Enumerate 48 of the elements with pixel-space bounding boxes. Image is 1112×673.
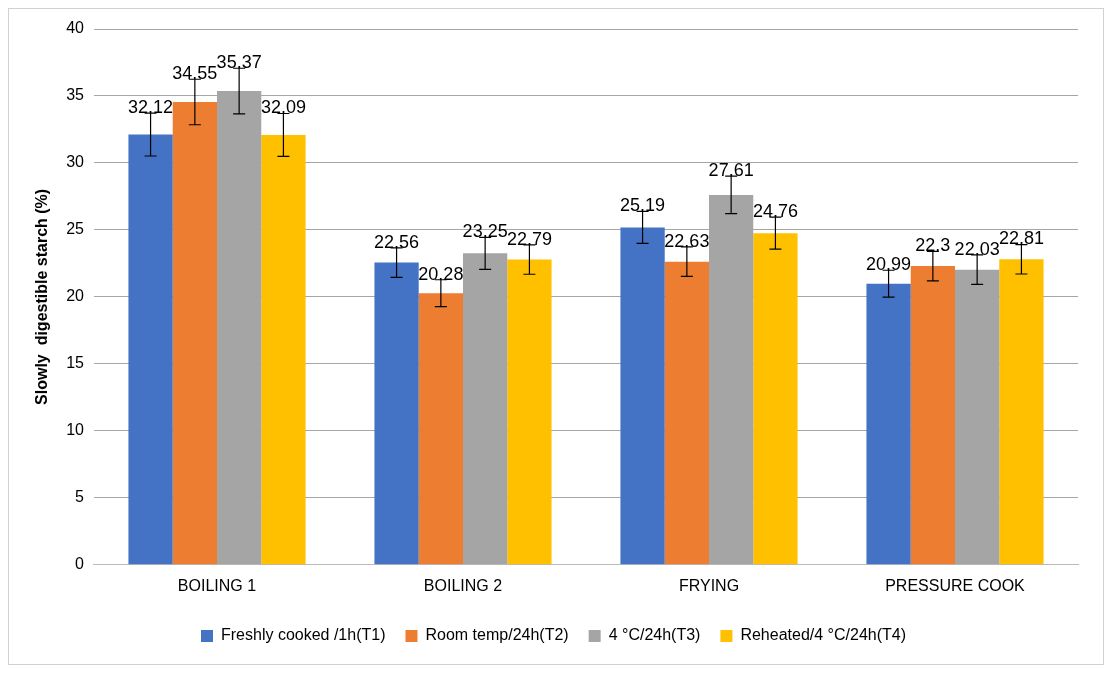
data-label: 22.3 — [915, 235, 951, 256]
y-tick-label: 25 — [66, 220, 85, 238]
legend-label: Freshly cooked /1h(T1) — [220, 626, 386, 644]
data-label: 32.12 — [128, 97, 174, 118]
y-tick-label: 0 — [75, 555, 85, 573]
data-label: 20.99 — [866, 254, 912, 275]
y-tick-label: 5 — [75, 488, 85, 506]
bar — [620, 227, 665, 565]
data-label: 22.81 — [998, 228, 1044, 249]
x-tick-label: PRESSURE COOK — [885, 576, 1026, 594]
legend-label: 4 °C/24h(T3) — [608, 626, 701, 644]
y-tick-label: 40 — [66, 19, 85, 37]
y-tick-label: 20 — [66, 287, 85, 305]
bar — [463, 253, 508, 565]
bar — [955, 269, 1000, 565]
bar — [418, 293, 463, 565]
bar — [999, 259, 1044, 565]
data-label: 27.61 — [708, 160, 754, 181]
data-label: 34.55 — [172, 63, 218, 84]
data-label: 20.28 — [418, 263, 464, 284]
bar — [910, 266, 955, 565]
data-label: 22.79 — [506, 228, 552, 249]
bar — [507, 259, 552, 565]
bar — [172, 102, 217, 565]
data-label: 22.63 — [664, 230, 710, 251]
data-label: 35.37 — [216, 52, 262, 73]
legend-label: Reheated/4 °C/24h(T4) — [740, 626, 907, 644]
y-axis-title: Slowly digestible starch (%) — [33, 188, 51, 405]
x-tick-label: FRYING — [678, 576, 740, 594]
x-tick-label: BOILING 2 — [423, 576, 503, 594]
y-tick-label: 15 — [66, 354, 85, 372]
bar — [753, 233, 798, 565]
data-label: 25.19 — [620, 195, 666, 216]
y-tick-label: 10 — [66, 421, 85, 439]
bar — [664, 261, 709, 565]
y-tick-label: 35 — [66, 86, 85, 104]
x-tick-label: BOILING 1 — [177, 576, 257, 594]
data-label: 22.56 — [374, 231, 420, 252]
data-label: 22.03 — [954, 238, 1000, 259]
bar — [128, 134, 173, 565]
bar — [866, 283, 911, 565]
data-label: 23.25 — [462, 221, 508, 242]
bar — [374, 262, 419, 565]
data-label: 24.76 — [752, 201, 798, 222]
data-label: 32.09 — [260, 97, 306, 118]
y-tick-label: 30 — [66, 153, 85, 171]
bar — [261, 134, 306, 565]
legend-label: Room temp/24h(T2) — [425, 626, 569, 644]
